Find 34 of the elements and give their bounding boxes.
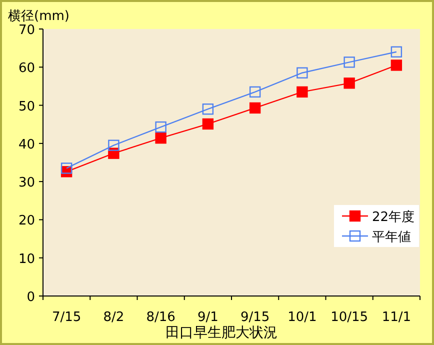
x-tick-label: 9/15 (240, 310, 270, 325)
point (108, 140, 120, 151)
point (249, 86, 261, 98)
legend-label: 22年度 (372, 209, 415, 225)
x-tick-label: 8/2 (103, 310, 124, 325)
point (296, 86, 308, 98)
x-tick-label: 9/1 (197, 310, 218, 325)
point (202, 118, 214, 130)
x-tick-label: 8/16 (146, 310, 176, 325)
y-tick-label: 60 (18, 61, 35, 76)
point (249, 102, 261, 114)
point (390, 60, 402, 71)
y-tick-label: 50 (18, 99, 35, 114)
point (344, 78, 355, 89)
x-axis-title: 田口早生肥大状況 (166, 325, 278, 341)
legend-label: 平年値 (372, 230, 411, 245)
y-tick-label: 0 (26, 290, 35, 305)
point (155, 132, 166, 144)
y-tick-label: 30 (18, 176, 35, 191)
x-tick-label: 11/1 (382, 310, 412, 325)
y-axis-title: 横径(mm) (8, 9, 70, 24)
x-tick-label: 10/15 (330, 310, 368, 325)
point (202, 104, 214, 115)
y-tick-label: 70 (18, 23, 35, 38)
point (390, 46, 402, 58)
y-tick-label: 40 (18, 137, 35, 152)
point (296, 67, 308, 78)
point (155, 121, 166, 133)
x-tick-label: 10/1 (288, 310, 317, 325)
y-tick-label: 10 (18, 252, 35, 267)
point (60, 162, 72, 174)
x-tick-label: 7/15 (52, 310, 82, 325)
point (344, 56, 355, 68)
y-tick-label: 20 (18, 214, 35, 229)
